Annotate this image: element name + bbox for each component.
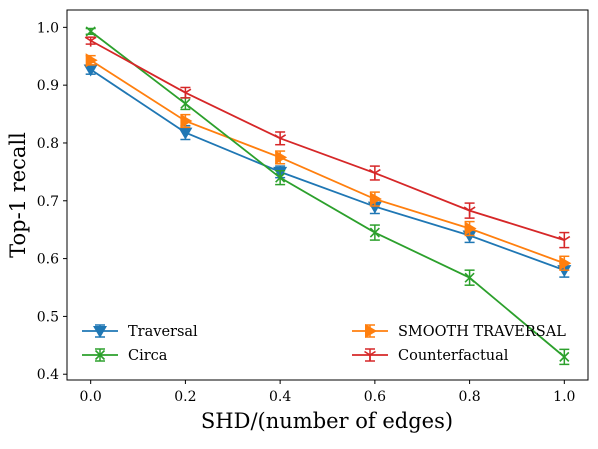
data-point xyxy=(84,36,97,47)
legend-label: Counterfactual xyxy=(398,348,509,364)
marker-stroke xyxy=(374,168,381,174)
data-point xyxy=(369,192,382,207)
series-traversal xyxy=(83,64,572,278)
series-layer xyxy=(83,26,572,366)
data-point xyxy=(463,206,476,217)
marker-stroke xyxy=(94,349,106,361)
marker-stroke xyxy=(369,350,376,356)
legend-item-circa: Circa xyxy=(82,348,168,364)
marker-stroke xyxy=(464,272,475,283)
marker-stroke xyxy=(275,172,286,183)
legend-marker xyxy=(94,349,106,361)
legend-item-counterfactual: Counterfactual xyxy=(352,348,509,364)
series-line xyxy=(90,59,565,265)
series-smooth-traversal xyxy=(85,53,572,271)
y-tick-label: 0.8 xyxy=(37,136,59,152)
marker-stroke xyxy=(90,36,97,42)
marker-stroke xyxy=(463,206,471,212)
legend-item-smooth-traversal: SMOOTH TRAVERSAL xyxy=(352,324,566,340)
series-line xyxy=(90,30,565,358)
marker-stroke xyxy=(279,134,287,140)
data-point xyxy=(179,88,192,99)
y-axis-title: Top-1 recall xyxy=(6,132,30,258)
data-point xyxy=(559,351,570,362)
data-point xyxy=(464,272,475,283)
legend-marker xyxy=(364,350,376,361)
marker-stroke xyxy=(563,235,571,241)
marker-stroke xyxy=(469,206,476,212)
series-circa xyxy=(85,26,570,366)
marker-stroke xyxy=(369,227,380,238)
y-tick-label: 0.7 xyxy=(37,194,59,210)
ticks-layer: 0.0 0.2 0.4 0.6 0.8 1.0 0.4 0.5 0.6 0.7 0.8 0.9 1.0 xyxy=(37,20,576,405)
marker-stroke xyxy=(559,351,570,362)
legend-label: Circa xyxy=(128,348,168,364)
y-tick-label: 0.5 xyxy=(37,309,59,325)
data-point xyxy=(274,134,287,145)
marker-stroke xyxy=(274,134,281,140)
legend-item-traversal: Traversal xyxy=(82,324,198,340)
data-point xyxy=(180,114,193,128)
plot-frame xyxy=(66,9,589,381)
x-tick-label: 1.0 xyxy=(553,389,575,405)
data-point xyxy=(85,53,98,68)
y-tick-label: 1.0 xyxy=(37,20,59,36)
series-line xyxy=(90,39,565,241)
data-point xyxy=(558,235,571,247)
legend: Traversal SMOOTH TRAVERSAL Circa Counterfac… xyxy=(82,324,566,364)
data-point xyxy=(178,127,193,140)
marker-stroke xyxy=(558,235,565,241)
marker-stroke xyxy=(179,88,186,94)
x-tick-label: 0.4 xyxy=(269,389,291,405)
axes-layer xyxy=(66,9,589,381)
legend-marker xyxy=(365,324,377,338)
data-point xyxy=(464,221,477,236)
data-point xyxy=(559,256,572,271)
x-tick-label: 0.0 xyxy=(80,389,102,405)
x-tick-label: 0.2 xyxy=(174,389,196,405)
data-point xyxy=(83,64,98,77)
y-tick-label: 0.4 xyxy=(37,367,59,383)
marker-stroke xyxy=(364,350,371,356)
data-point xyxy=(180,98,191,109)
marker-stroke xyxy=(180,98,191,109)
x-axis-title: SHD/(number of edges) xyxy=(201,409,453,433)
data-point xyxy=(369,227,380,238)
series-counterfactual xyxy=(84,36,571,249)
marker-stroke xyxy=(184,88,192,94)
x-tick-label: 0.8 xyxy=(458,389,480,405)
legend-label: Traversal xyxy=(128,324,198,340)
marker-stroke xyxy=(368,168,376,174)
data-point xyxy=(275,150,288,165)
y-tick-label: 0.6 xyxy=(37,252,59,268)
y-tick-label: 0.9 xyxy=(37,78,59,94)
data-point xyxy=(85,26,96,37)
marker-stroke xyxy=(84,36,92,42)
marker-stroke xyxy=(85,26,96,37)
legend-marker xyxy=(93,326,107,338)
series-line xyxy=(90,68,565,272)
data-point xyxy=(275,172,286,183)
data-point xyxy=(368,168,381,180)
legend-label: SMOOTH TRAVERSAL xyxy=(398,324,566,340)
x-tick-label: 0.6 xyxy=(364,389,386,405)
